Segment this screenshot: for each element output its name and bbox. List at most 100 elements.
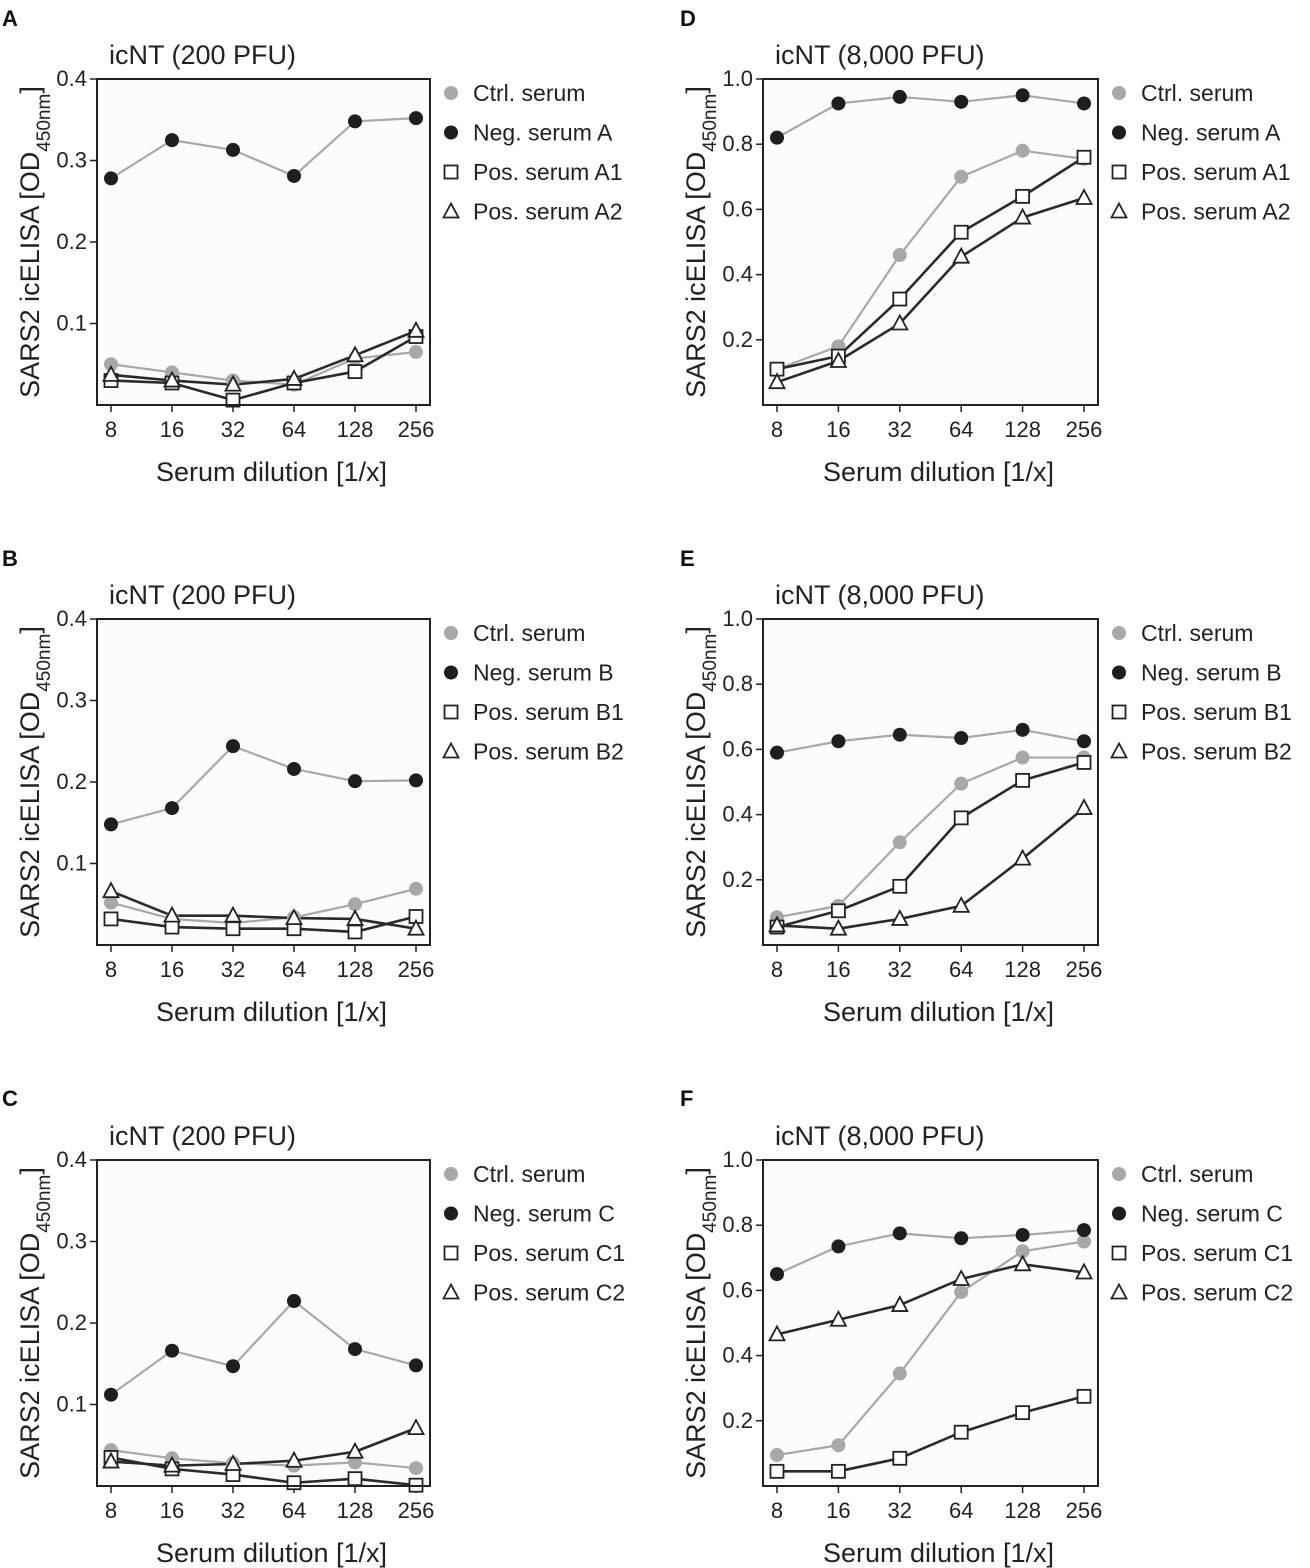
y-tick-label: 0.3 xyxy=(56,688,87,713)
x-tick-label: 256 xyxy=(398,417,435,442)
plot-frame xyxy=(96,78,431,406)
data-point xyxy=(223,374,243,392)
x-tick-label: 64 xyxy=(282,1498,306,1523)
data-point xyxy=(831,1239,846,1254)
data-point xyxy=(1015,143,1030,158)
legend-label: Ctrl. serum xyxy=(1141,620,1253,646)
series-line xyxy=(776,196,1085,384)
legend-marker xyxy=(443,164,459,180)
series-line xyxy=(776,807,1085,931)
legend-marker xyxy=(1109,201,1129,219)
series-line xyxy=(776,761,1085,929)
y-axis-label: SARS2 icELISA [OD450nm] xyxy=(681,1167,721,1479)
legend-label: Ctrl. serum xyxy=(473,1161,585,1187)
data-point xyxy=(767,1324,787,1342)
data-point xyxy=(406,918,426,936)
data-point xyxy=(406,320,426,338)
data-point xyxy=(1076,755,1092,770)
data-point xyxy=(892,835,907,850)
data-point xyxy=(409,111,423,126)
series-line xyxy=(110,887,417,925)
legend-label: Pos. serum C2 xyxy=(1141,1280,1293,1306)
data-point xyxy=(1074,1262,1094,1280)
data-point xyxy=(1015,1405,1030,1421)
y-axis-label: SARS2 icELISA [OD450nm] xyxy=(15,1167,55,1479)
legend-label: Ctrl. serum xyxy=(1141,80,1253,106)
data-point xyxy=(225,392,241,408)
data-point xyxy=(345,1441,365,1459)
legend-marker xyxy=(444,626,458,640)
y-axis-label: SARS2 icELISA [OD450nm] xyxy=(681,86,721,398)
data-point xyxy=(104,171,118,186)
data-point xyxy=(892,89,907,104)
x-tick-label: 16 xyxy=(160,1498,184,1523)
x-tick-label: 16 xyxy=(160,957,184,982)
y-tick-label: 0.3 xyxy=(56,1229,87,1254)
legend-label: Neg. serum A xyxy=(473,120,613,146)
series-line xyxy=(110,329,417,386)
x-tick-label: 16 xyxy=(826,1498,850,1523)
y-tick-label: 1.0 xyxy=(722,1147,753,1172)
data-point xyxy=(348,1342,362,1357)
x-axis-label: Serum dilution [1/x] xyxy=(823,997,1054,1027)
legend-label: Pos. serum A1 xyxy=(473,159,623,185)
x-tick-label: 8 xyxy=(771,957,783,982)
x-tick-label: 128 xyxy=(1004,957,1041,982)
series-line xyxy=(110,335,417,402)
series-line xyxy=(110,117,417,180)
y-tick-label: 0.2 xyxy=(722,867,753,892)
data-point xyxy=(409,1358,423,1373)
data-point xyxy=(104,1387,118,1402)
data-point xyxy=(952,246,971,264)
data-point xyxy=(409,345,423,360)
data-point xyxy=(892,1450,908,1466)
x-tick-label: 128 xyxy=(1004,1498,1041,1523)
data-point xyxy=(1015,722,1030,737)
x-tick-label: 128 xyxy=(1004,417,1041,442)
data-point xyxy=(954,730,969,745)
y-tick-label: 0.4 xyxy=(56,1147,87,1172)
y-tick-label: 0.4 xyxy=(722,802,753,827)
legend-marker xyxy=(1112,665,1126,680)
data-point xyxy=(953,810,969,826)
data-point xyxy=(892,291,908,307)
data-point xyxy=(165,133,179,148)
data-point xyxy=(406,1418,426,1436)
y-tick-label: 0.2 xyxy=(56,769,87,794)
chart-title: icNT (8,000 PFU) xyxy=(775,40,985,70)
data-point xyxy=(769,1463,785,1479)
x-axis-label: Serum dilution [1/x] xyxy=(823,1538,1054,1568)
legend-marker xyxy=(444,86,458,100)
series-line xyxy=(776,756,1084,919)
x-tick-label: 8 xyxy=(771,1498,783,1523)
data-point xyxy=(1015,1227,1030,1242)
data-point xyxy=(1074,188,1094,205)
x-tick-label: 32 xyxy=(221,957,245,982)
plot-frame xyxy=(762,78,1099,406)
data-point xyxy=(165,1343,179,1358)
legend-label: Pos. serum A2 xyxy=(1141,199,1291,225)
legend-marker xyxy=(444,1167,458,1181)
series-line xyxy=(110,1456,417,1487)
data-point xyxy=(892,248,907,263)
x-tick-label: 256 xyxy=(1066,1498,1103,1523)
x-tick-label: 128 xyxy=(337,957,374,982)
x-axis-label: Serum dilution [1/x] xyxy=(156,457,387,487)
x-tick-label: 16 xyxy=(826,957,850,982)
data-point xyxy=(101,1451,121,1469)
series-line xyxy=(110,1426,417,1467)
data-point xyxy=(1013,848,1032,866)
series-line xyxy=(776,1240,1085,1457)
data-point xyxy=(287,168,301,183)
legend-marker xyxy=(444,1206,458,1221)
series-line xyxy=(110,1299,417,1396)
legend-label: Pos. serum A1 xyxy=(1141,159,1291,185)
data-point xyxy=(286,1475,302,1491)
y-tick-label: 0.6 xyxy=(722,196,753,221)
y-tick-label: 0.2 xyxy=(56,1310,87,1335)
legend-label: Pos. serum B2 xyxy=(1141,739,1292,765)
x-tick-label: 256 xyxy=(1066,417,1103,442)
x-tick-label: 8 xyxy=(771,417,783,442)
